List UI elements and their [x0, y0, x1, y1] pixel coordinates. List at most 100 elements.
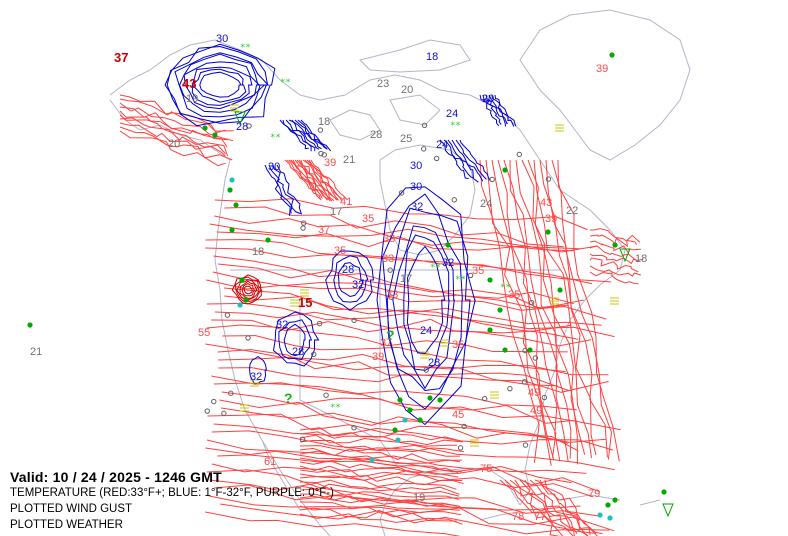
rain-icon: [502, 167, 508, 173]
temp-label: 75: [480, 463, 492, 475]
warm-contour: [119, 130, 226, 167]
temp-label: 39: [324, 157, 336, 169]
shower-icon: [619, 248, 631, 263]
temp-label: 77: [534, 511, 546, 523]
cold-contour: [276, 164, 302, 215]
temp-label: 39: [545, 213, 557, 225]
temp-label: 43: [540, 197, 552, 209]
station-circle: [316, 320, 323, 327]
warm-contour: [299, 465, 459, 478]
warm-contour: [589, 253, 638, 265]
warm-contour: [299, 479, 460, 495]
warm-contour: [299, 513, 463, 525]
shower-icon: [662, 503, 674, 518]
warm-contour: [514, 479, 575, 536]
warm-contour: [304, 159, 339, 201]
rain-icon: [437, 397, 443, 403]
station-circle: [541, 394, 548, 401]
snow-icon: **: [450, 121, 461, 131]
warm-contour: [234, 276, 263, 302]
temp-label: 35: [472, 265, 484, 277]
rain-icon: [229, 227, 235, 233]
warm-contour: [299, 469, 464, 485]
unknown-precip-symbol: ?: [284, 390, 293, 406]
fog-icon: [290, 299, 299, 307]
temp-label: 18: [426, 51, 438, 63]
rain-icon: [527, 347, 533, 353]
temp-label: 78: [512, 511, 524, 523]
warm-contour: [299, 501, 460, 511]
warm-contour: [589, 271, 639, 285]
cold-contour: [285, 119, 316, 152]
fog-icon: [550, 297, 559, 305]
temp-label: 28: [428, 357, 440, 369]
cold-contour: [403, 234, 450, 371]
temp-label: 37: [114, 50, 128, 65]
warm-contour: [224, 206, 564, 248]
warm-contour: [222, 335, 566, 373]
cold-contour: [479, 94, 500, 127]
warm-contour: [231, 274, 262, 305]
warm-contour: [534, 479, 591, 536]
warm-contour: [217, 349, 570, 392]
fog-icon: [555, 124, 564, 132]
warm-contour: [519, 479, 578, 534]
temp-label: 49: [530, 405, 542, 417]
drizzle-icon: [369, 457, 375, 463]
station-circle: [522, 442, 529, 448]
weather-legend: PLOTTED WEATHER: [10, 519, 123, 531]
warm-contour: [294, 159, 331, 202]
warm-contour: [499, 479, 561, 536]
warm-contour: [241, 282, 256, 297]
temp-label: 39: [372, 351, 384, 363]
fog-icon: [440, 339, 449, 347]
station-circle: [211, 398, 217, 405]
station-circle: [317, 127, 324, 133]
warm-contour: [214, 198, 588, 231]
warm-contour: [589, 240, 642, 254]
station-value: 19: [186, 93, 198, 105]
station-circle: [387, 267, 393, 273]
cold-contour: [179, 53, 266, 113]
rain-icon: [427, 395, 433, 401]
temp-label: 33: [383, 233, 395, 245]
warm-contour: [299, 431, 464, 446]
drizzle-icon: [395, 437, 401, 443]
warm-contour: [221, 407, 607, 443]
station-circle: [311, 351, 317, 358]
cold-contour: [283, 323, 306, 357]
temp-label: 35: [452, 339, 464, 351]
station-value: 25: [400, 133, 412, 145]
warm-contour: [119, 126, 233, 161]
station-circle: [245, 335, 251, 341]
rain-icon: [609, 52, 615, 58]
wind-gust-legend: PLOTTED WIND GUST: [10, 503, 133, 515]
warm-contour: [302, 159, 338, 201]
rain-icon: [27, 322, 33, 328]
warm-contour: [207, 413, 569, 444]
warm-contour: [119, 122, 226, 157]
rain-icon: [407, 407, 413, 413]
warm-contour: [509, 479, 574, 536]
station-circle: [246, 123, 252, 129]
temp-label: 28: [342, 264, 354, 276]
temp-label: 30: [268, 161, 280, 173]
temp-label: 37: [318, 224, 330, 236]
station-circle: [451, 197, 457, 203]
cold-contour: [174, 52, 270, 118]
station-value: 21: [343, 154, 355, 166]
snow-icon: **: [240, 43, 251, 53]
rain-icon: [497, 307, 503, 313]
snow-icon: **: [455, 275, 466, 285]
fog-icon: [420, 351, 429, 359]
station-circle: [228, 390, 234, 396]
warm-contour: [515, 159, 572, 459]
rain-icon: [212, 132, 218, 138]
rain-icon: [502, 347, 508, 353]
rain-icon: [417, 417, 423, 423]
rain-icon: [557, 287, 563, 293]
station-circle: [532, 355, 539, 361]
station-value: 28: [370, 129, 382, 141]
temp-label: 32: [250, 371, 262, 383]
